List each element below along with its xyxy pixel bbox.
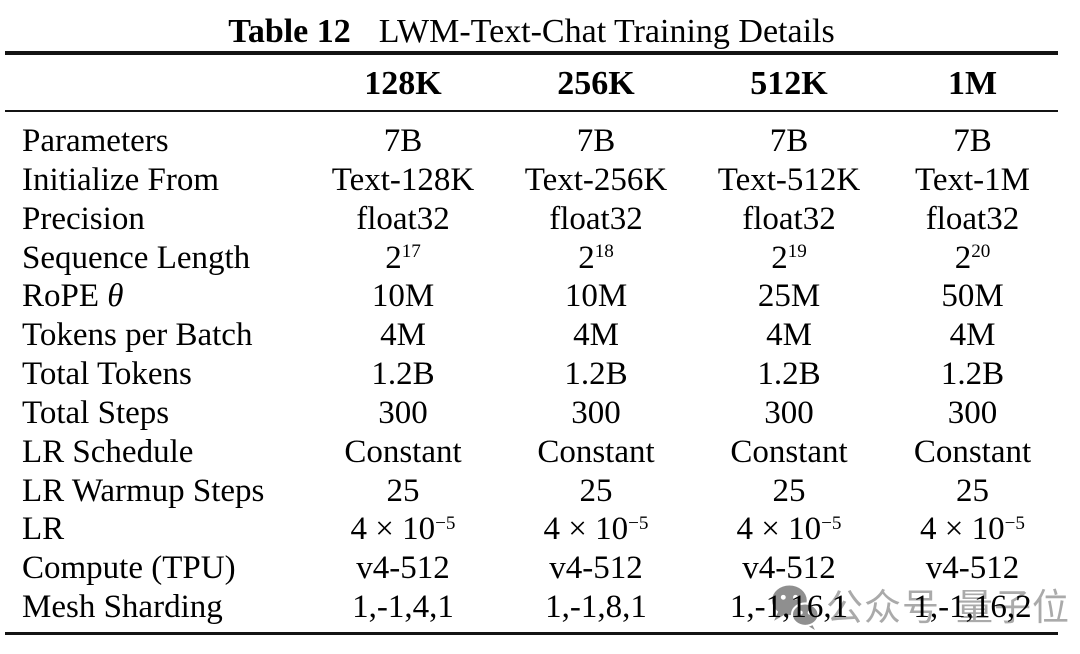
table-cell: 300 bbox=[378, 394, 428, 431]
table-cell: float32 bbox=[356, 200, 450, 237]
row-label: Parameters bbox=[22, 123, 169, 159]
table-cell: 1.2B bbox=[940, 356, 1005, 393]
table-row: LR Warmup Steps 25 25 25 25 bbox=[5, 472, 1058, 511]
table-cell: 25 bbox=[956, 472, 989, 509]
table-caption: Table 12 LWM-Text-Chat Training Details bbox=[5, 12, 1058, 52]
math-symbol: θ bbox=[107, 278, 124, 315]
table-cell: float32 bbox=[742, 200, 836, 237]
table-cell: Constant bbox=[344, 433, 462, 470]
table-cell: Constant bbox=[913, 433, 1032, 470]
table-cell: 1.2B bbox=[757, 356, 821, 393]
table-row: Sequence Length 217 218 219 220 bbox=[5, 239, 1058, 278]
table-cell: 7B bbox=[576, 123, 616, 159]
table-row: Tokens per Batch 4M 4M 4M 4M bbox=[5, 316, 1058, 355]
table-cell: 4M bbox=[573, 317, 619, 354]
table-cell: 1.2B bbox=[371, 356, 435, 393]
table-cell: 4 × 10−5 bbox=[920, 511, 1025, 548]
table-cell: 25M bbox=[757, 278, 821, 315]
wechat-icon bbox=[772, 585, 819, 630]
table-cell: Text-256K bbox=[524, 161, 668, 198]
table-cell: 25 bbox=[386, 472, 420, 509]
table-cell: v4-512 bbox=[549, 550, 643, 587]
header-empty-cell bbox=[5, 58, 305, 110]
table-row: Precision float32 float32 float32 float32 bbox=[5, 200, 1058, 239]
table-cell: Text-1M bbox=[914, 161, 1030, 198]
table-cell: 219 bbox=[771, 239, 807, 276]
watermark: 公众号 量子位 bbox=[770, 583, 1070, 632]
table-cell: 4 × 10−5 bbox=[350, 511, 456, 548]
header-row: 128K 256K 512K 1M bbox=[5, 58, 1058, 110]
table-number: Table 12 bbox=[228, 13, 351, 50]
table-cell: v4-512 bbox=[742, 550, 836, 587]
table-row: Compute (TPU) v4-512 v4-512 v4-512 v4-512 bbox=[5, 549, 1058, 588]
mid-rule bbox=[5, 110, 1058, 112]
table-cell: float32 bbox=[925, 200, 1020, 237]
row-label: LR bbox=[22, 511, 65, 548]
table-cell: 218 bbox=[578, 239, 614, 276]
watermark-text-brand: 量子位 bbox=[956, 587, 1070, 628]
table-body: Parameters 7B 7B 7B 7B Initialize From Text-12… bbox=[5, 122, 1058, 627]
column-header: 256K bbox=[557, 65, 635, 102]
row-label: LR Warmup Steps bbox=[22, 472, 265, 509]
row-label: Total Steps bbox=[22, 394, 170, 431]
row-label: Compute (TPU) bbox=[22, 550, 236, 587]
row-label: RoPE θ bbox=[22, 278, 124, 315]
table-cell: 25 bbox=[772, 472, 806, 509]
table-cell: 25 bbox=[579, 472, 613, 509]
table-cell: 300 bbox=[947, 394, 998, 431]
row-label: Tokens per Batch bbox=[22, 317, 253, 354]
row-label: Mesh Sharding bbox=[22, 589, 223, 626]
row-label: Initialize From bbox=[22, 161, 220, 198]
bottom-rule bbox=[5, 632, 1058, 635]
table-cell: 10M bbox=[564, 278, 628, 315]
row-label: Sequence Length bbox=[22, 239, 251, 276]
table-cell: v4-512 bbox=[925, 550, 1020, 587]
table-row: Parameters 7B 7B 7B 7B bbox=[5, 122, 1058, 161]
table-cell: float32 bbox=[549, 200, 643, 237]
table-row: RoPE θ 10M 10M 25M 50M bbox=[5, 277, 1058, 316]
table-cell: Text-512K bbox=[717, 161, 861, 198]
row-label: Total Tokens bbox=[22, 356, 192, 393]
table-cell: 4M bbox=[766, 317, 812, 354]
table-cell: Constant bbox=[730, 433, 848, 470]
table-cell: 4 × 10−5 bbox=[736, 511, 842, 548]
column-header: 512K bbox=[750, 65, 828, 102]
table-row: LR 4 × 10−5 4 × 10−5 4 × 10−5 4 × 10−5 bbox=[5, 510, 1058, 549]
table-cell: 7B bbox=[953, 123, 992, 159]
column-header: 128K bbox=[364, 65, 442, 102]
table-cell: 10M bbox=[371, 278, 435, 315]
table-cell: Text-128K bbox=[331, 161, 475, 198]
table-cell: 4M bbox=[949, 317, 996, 354]
table-row: LR Schedule Constant Constant Constant Const… bbox=[5, 433, 1058, 472]
table-cell: 300 bbox=[764, 394, 814, 431]
table-row: Total Steps 300 300 300 300 bbox=[5, 394, 1058, 433]
table-cell: 7B bbox=[383, 123, 423, 159]
caption-title: LWM-Text-Chat Training Details bbox=[378, 13, 835, 50]
table-cell: 1,-1,16,1 bbox=[729, 589, 849, 626]
table-row: Total Tokens 1.2B 1.2B 1.2B 1.2B bbox=[5, 355, 1058, 394]
top-rule bbox=[5, 51, 1058, 55]
table-cell: v4-512 bbox=[356, 550, 450, 587]
table-row: Mesh Sharding 1,-1,4,1 1,-1,8,1 1,-1,16,1 1,… bbox=[5, 588, 1058, 627]
table-cell: 1,-1,16,2 bbox=[913, 589, 1032, 626]
table-cell: Constant bbox=[537, 433, 655, 470]
table-cell: 217 bbox=[385, 239, 421, 276]
table-cell: 1,-1,4,1 bbox=[352, 589, 454, 626]
table-cell: 50M bbox=[941, 278, 1004, 315]
table-cell: 220 bbox=[954, 239, 991, 276]
table-row: Initialize From Text-128K Text-256K Text-51… bbox=[5, 161, 1058, 200]
watermark-text-account: 公众号 bbox=[826, 587, 940, 628]
row-label: Precision bbox=[22, 200, 145, 237]
table-cell: 300 bbox=[571, 394, 621, 431]
table-cell: 4M bbox=[380, 317, 426, 354]
table-cell: 4 × 10−5 bbox=[543, 511, 649, 548]
table-cell: 1.2B bbox=[564, 356, 628, 393]
row-label: LR Schedule bbox=[22, 433, 194, 470]
table-cell: 7B bbox=[769, 123, 809, 159]
table-cell: 1,-1,8,1 bbox=[545, 589, 647, 626]
column-header: 1M bbox=[947, 65, 998, 102]
